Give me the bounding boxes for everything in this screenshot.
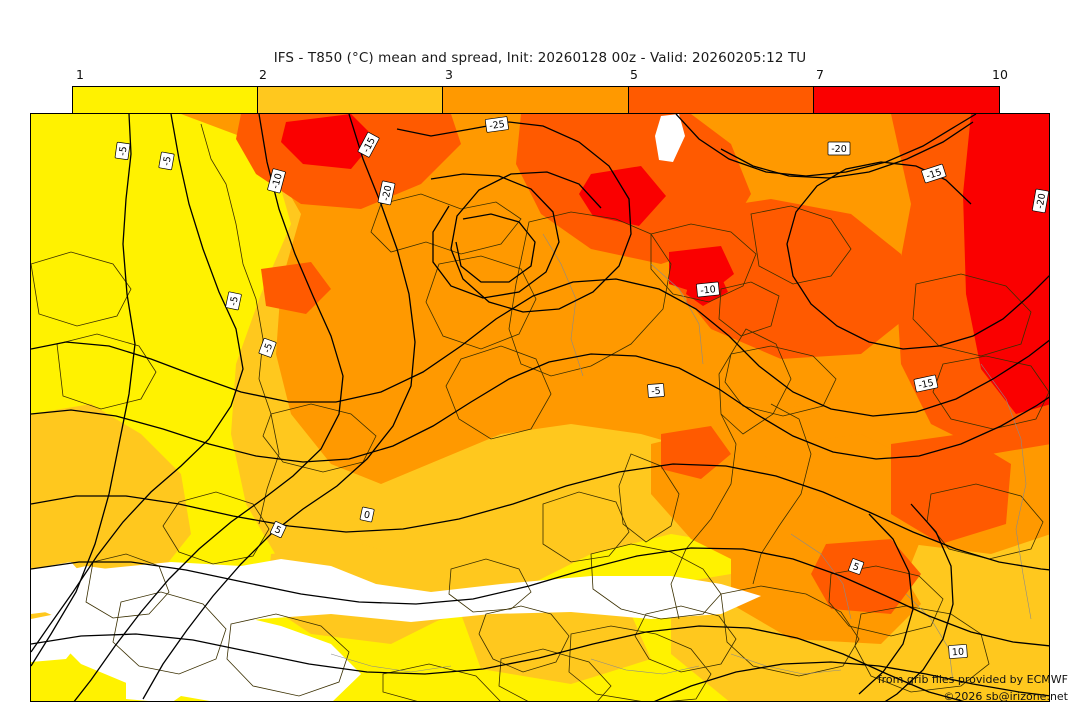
colorbar-segment-5-7 — [628, 87, 814, 113]
svg-text:-5: -5 — [651, 386, 661, 398]
svg-text:-5: -5 — [262, 342, 276, 355]
svg-text:5: 5 — [851, 561, 860, 573]
colorbar-tick-5: 10 — [992, 67, 1008, 82]
colorbar: 1 2 3 5 7 10 — [72, 67, 1008, 114]
country-borders — [330, 233, 1032, 683]
data-source-credit: from grib files provided by ECMWF — [877, 673, 1068, 686]
colorbar-segment-3-5 — [443, 87, 629, 113]
svg-text:5: 5 — [273, 524, 283, 537]
colorbar-segment-2-3 — [258, 87, 444, 113]
svg-text:-10: -10 — [270, 172, 285, 190]
map-canvas: -25 -15 -20 -15 -10 -20 — [31, 114, 1049, 701]
colorbar-segment-7-10 — [813, 87, 999, 113]
colorbar-tick-0: 1 — [76, 67, 84, 82]
colorbar-tick-3: 5 — [630, 67, 638, 82]
colorbar-segment-1-2 — [73, 87, 259, 113]
svg-text:-20: -20 — [831, 144, 847, 155]
svg-text:0: 0 — [363, 509, 371, 521]
svg-text:10: 10 — [952, 647, 965, 659]
svg-text:-5: -5 — [228, 295, 241, 307]
weather-map: -25 -15 -20 -15 -10 -20 — [30, 113, 1050, 702]
spread-shading — [31, 114, 1049, 701]
colorbar-tick-1: 2 — [259, 67, 267, 82]
colorbar-segments — [72, 86, 1000, 114]
svg-text:-5: -5 — [117, 146, 129, 157]
coastlines — [31, 123, 1049, 701]
svg-text:-20: -20 — [380, 184, 394, 201]
contour-lines — [31, 114, 1049, 701]
page-title: IFS - T850 (°C) mean and spread, Init: 2… — [273, 50, 807, 66]
svg-text:-25: -25 — [489, 119, 506, 132]
svg-text:-15: -15 — [925, 167, 943, 182]
colorbar-tick-2: 3 — [445, 67, 453, 82]
contour-labels: -25 -15 -20 -15 -10 -20 — [114, 116, 1049, 659]
svg-text:-15: -15 — [917, 377, 934, 391]
svg-text:-10: -10 — [700, 284, 717, 297]
svg-text:-5: -5 — [161, 155, 173, 166]
copyright-credit: ©2026 sb@irizone.net — [943, 690, 1068, 703]
svg-text:-20: -20 — [1035, 192, 1049, 209]
colorbar-tick-4: 7 — [816, 67, 824, 82]
